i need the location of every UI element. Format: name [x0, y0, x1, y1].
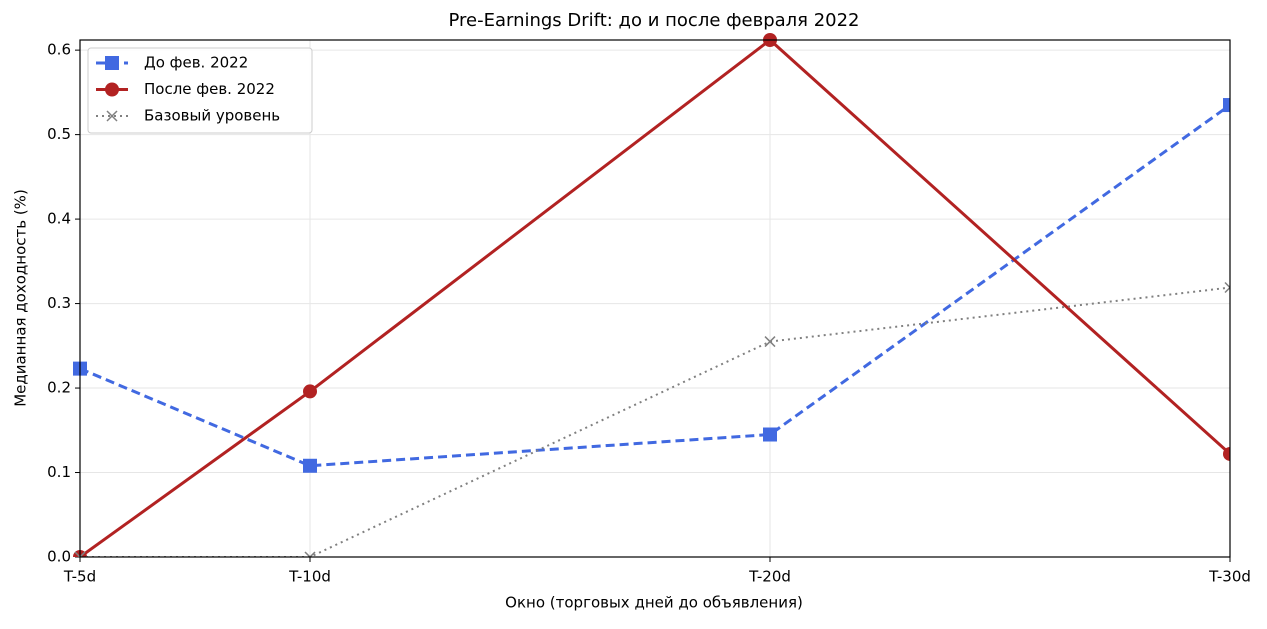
x-tick-label: T-5d [63, 568, 96, 586]
y-tick-label: 0.2 [47, 379, 71, 397]
series-line [80, 286, 1230, 557]
x-axis-label: Окно (торговых дней до объявления) [505, 594, 803, 612]
data-point [764, 336, 776, 348]
y-tick-label: 0.3 [47, 294, 71, 312]
legend-label: После фев. 2022 [144, 80, 275, 98]
series-line [79, 38, 1230, 557]
legend: До фев. 2022 После фев. 2022 Базовый урове… [87, 47, 313, 134]
data-point [763, 427, 777, 442]
y-tick-label: 0.6 [47, 41, 71, 59]
data-point [303, 458, 317, 473]
y-tick-label: 0.0 [47, 548, 71, 566]
x-tick-label: T-20d [748, 568, 791, 586]
legend-marker [106, 110, 118, 122]
chart-title: Pre-Earnings Drift: до и после февраля 2… [448, 10, 859, 31]
data-point [74, 551, 86, 557]
data-point [1223, 446, 1230, 461]
legend-marker [105, 56, 119, 70]
x-tick-label: T-30d [1208, 568, 1251, 586]
y-axis-label: Медианная доходность (%) [12, 189, 30, 407]
y-tick-label: 0.5 [47, 125, 71, 143]
data-point [1224, 281, 1230, 294]
data-point [304, 551, 316, 557]
legend-label: До фев. 2022 [144, 54, 248, 72]
y-tick-label: 0.4 [47, 210, 71, 228]
legend-box [87, 47, 313, 134]
data-point [303, 384, 317, 399]
series-line [79, 103, 1230, 468]
y-tick-label: 0.1 [47, 463, 71, 481]
legend-label: Базовый уровень [144, 107, 280, 125]
legend-marker [105, 82, 119, 97]
x-tick-label: T-10d [288, 568, 331, 586]
plot-frame [79, 39, 1231, 558]
data-point [1223, 98, 1230, 113]
